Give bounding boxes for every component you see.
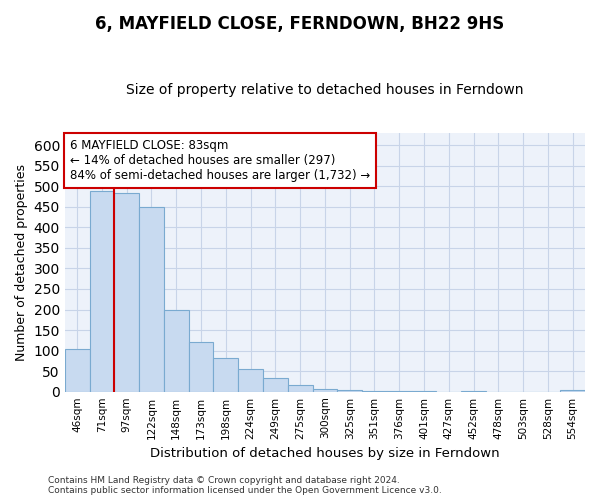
Bar	[313, 389, 337, 392]
Bar	[115, 194, 139, 392]
Bar	[263, 378, 288, 392]
Bar	[214, 358, 238, 392]
Bar	[139, 207, 164, 392]
Bar	[188, 342, 214, 392]
Text: Contains HM Land Registry data © Crown copyright and database right 2024.
Contai: Contains HM Land Registry data © Crown c…	[48, 476, 442, 495]
Text: 6 MAYFIELD CLOSE: 83sqm
← 14% of detached houses are smaller (297)
84% of semi-d: 6 MAYFIELD CLOSE: 83sqm ← 14% of detache…	[70, 140, 370, 182]
Bar	[65, 348, 89, 392]
Text: 6, MAYFIELD CLOSE, FERNDOWN, BH22 9HS: 6, MAYFIELD CLOSE, FERNDOWN, BH22 9HS	[95, 15, 505, 33]
Bar	[164, 310, 188, 392]
X-axis label: Distribution of detached houses by size in Ferndown: Distribution of detached houses by size …	[150, 447, 500, 460]
Bar	[560, 390, 585, 392]
Title: Size of property relative to detached houses in Ferndown: Size of property relative to detached ho…	[126, 83, 524, 97]
Y-axis label: Number of detached properties: Number of detached properties	[15, 164, 28, 361]
Bar	[288, 385, 313, 392]
Bar	[89, 191, 115, 392]
Bar	[337, 390, 362, 392]
Bar	[238, 368, 263, 392]
Bar	[387, 391, 412, 392]
